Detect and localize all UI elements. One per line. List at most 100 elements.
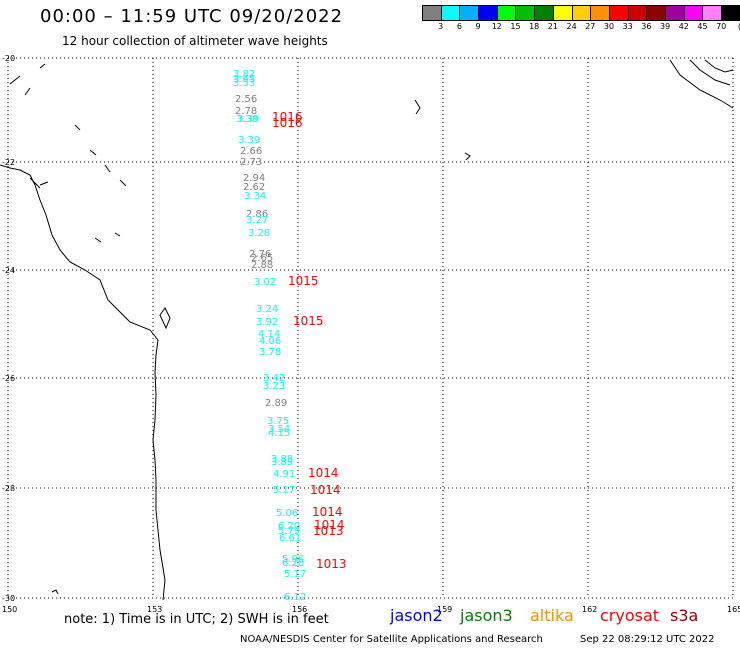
legend-label: 21 [547,22,558,31]
legend-label: 12 [491,22,502,31]
pressure-value: 1014 [308,466,339,480]
longitude-label: 162 [582,605,597,614]
pressure-value: 1016 [272,116,303,130]
wave-height-value: 2.62 [243,182,265,193]
wave-height-value: 3.27 [246,215,268,226]
coastline-segment [74,124,127,243]
wave-height-value: 3.24 [256,304,278,315]
satellite-cryosat: cryosat [600,606,660,625]
wave-height-value: 2.56 [235,94,257,105]
legend-label: 70 [716,22,727,31]
wave-height-value: 4.91 [273,469,295,480]
wave-height-value: 6.28 [282,558,304,569]
legend-label: 39 [660,22,671,31]
coastline-segment [51,589,59,595]
wave-height-value: 3.38 [236,114,258,125]
wave-height-value: 6.61 [279,533,301,544]
coastline-segment [689,59,731,86]
legend-label: 45 [697,22,708,31]
wave-height-value: 2.89 [265,398,287,409]
pressure-value: 1015 [293,314,324,328]
pressure-value: 1013 [313,524,344,538]
coastline-segment [704,59,734,73]
legend-label: 9 [475,22,481,31]
wave-height-value: 2.65 [251,253,273,264]
wave-height-value: 3.88 [271,454,293,465]
axis-labels: -20 -22 -24 -26 -28 -30 150 153 156 159 162 165 [2,54,740,614]
coastline-segment [669,59,734,109]
wave-height-value: 2.76 [249,249,271,260]
wave-height-value: 5.17 [284,569,306,580]
pressure-value: 1014 [310,483,341,497]
wave-height-value: 6.12 [284,592,306,603]
pressure-value: 1016 [272,110,303,124]
satellite-jason2: jason2 [390,606,443,625]
legend-label: 6 [456,22,462,31]
legend-label: 30 [603,22,615,31]
wave-height-value: 4.14 [258,329,280,340]
latitude-label: -24 [2,266,15,275]
longitude-label: 150 [2,605,17,614]
latitude-label: -22 [2,158,15,167]
generation-timestamp: Sep 22 08:29:12 UTC 2022 [580,634,715,645]
wave-height-value: 3.82 [233,69,255,80]
wave-height-value: 3.23 [263,381,285,392]
coastline-segment [464,152,471,161]
pressure-value: 1013 [316,557,347,571]
wave-height-value: 5.17 [273,485,295,496]
wave-height-value: 5.79 [278,526,300,537]
coastline-segment [0,164,166,601]
wave-height-value: 2.66 [240,146,262,157]
pressure-value: 1015 [288,274,319,288]
latitude-label: -30 [2,594,15,603]
legend-label: 3 [438,22,444,31]
wave-height-value: 3.42 [263,373,285,384]
coastline-segment [414,99,421,115]
wave-height-value: 3.75 [267,416,289,427]
wave-height-value: 3.89 [271,457,293,468]
satellite-altika: altika [530,606,574,625]
wave-height-value: 3.65 [233,74,255,85]
satellite-jason3: jason3 [460,606,513,625]
wave-height-value: 3.39 [237,114,259,125]
legend-unit: (ft) [738,22,740,31]
legend-label: 15 [510,22,521,31]
legend-label: 36 [641,22,652,31]
coastline [0,59,734,601]
lat-lon-grid [7,57,734,599]
footer-note: note: 1) Time is in UTC; 2) SWH is in fe… [64,612,329,627]
pressure-value: 1014 [312,505,343,519]
legend-label: 24 [566,22,577,31]
wave-height-value: 2.88 [251,260,273,271]
pressure-value: 1014 [314,518,345,532]
longitude-label: 165 [727,605,740,614]
wave-height-value: 5.96 [282,554,304,565]
wave-height-value: 3.39 [238,135,260,146]
wave-height-value: 4.06 [259,336,281,347]
legend-label: 33 [622,22,633,31]
map-title: 00:00 – 11:59 UTC 09/20/2022 [40,6,344,27]
map-subtitle: 12 hour collection of altimeter wave hei… [62,34,328,48]
wave-height-value: 2.78 [235,106,257,117]
wave-height-value: 3.92 [256,317,278,328]
wave-height-value: 6.20 [278,521,300,532]
wave-height-value: 3.78 [259,347,281,358]
legend-label: 27 [585,22,596,31]
latitude-label: -20 [2,54,15,63]
satellite-s3a: s3a [670,606,699,625]
longitude-label: 156 [292,605,307,614]
legend-label: 42 [678,22,689,31]
observation-labels: 3.823.653.532.562.783.383.393.392.662.73… [233,69,306,603]
wave-height-value: 4.15 [268,428,290,439]
latitude-label: -28 [2,484,15,493]
credit-line: NOAA/NESDIS Center for Satellite Applica… [240,634,543,645]
longitude-label: 159 [437,605,452,614]
legend-label: 18 [529,22,540,31]
wave-height-value: 3.02 [254,277,276,288]
wave-height-value: 2.73 [240,157,262,168]
wave-height-value: 2.86 [246,209,268,220]
longitude-label: 153 [147,605,162,614]
